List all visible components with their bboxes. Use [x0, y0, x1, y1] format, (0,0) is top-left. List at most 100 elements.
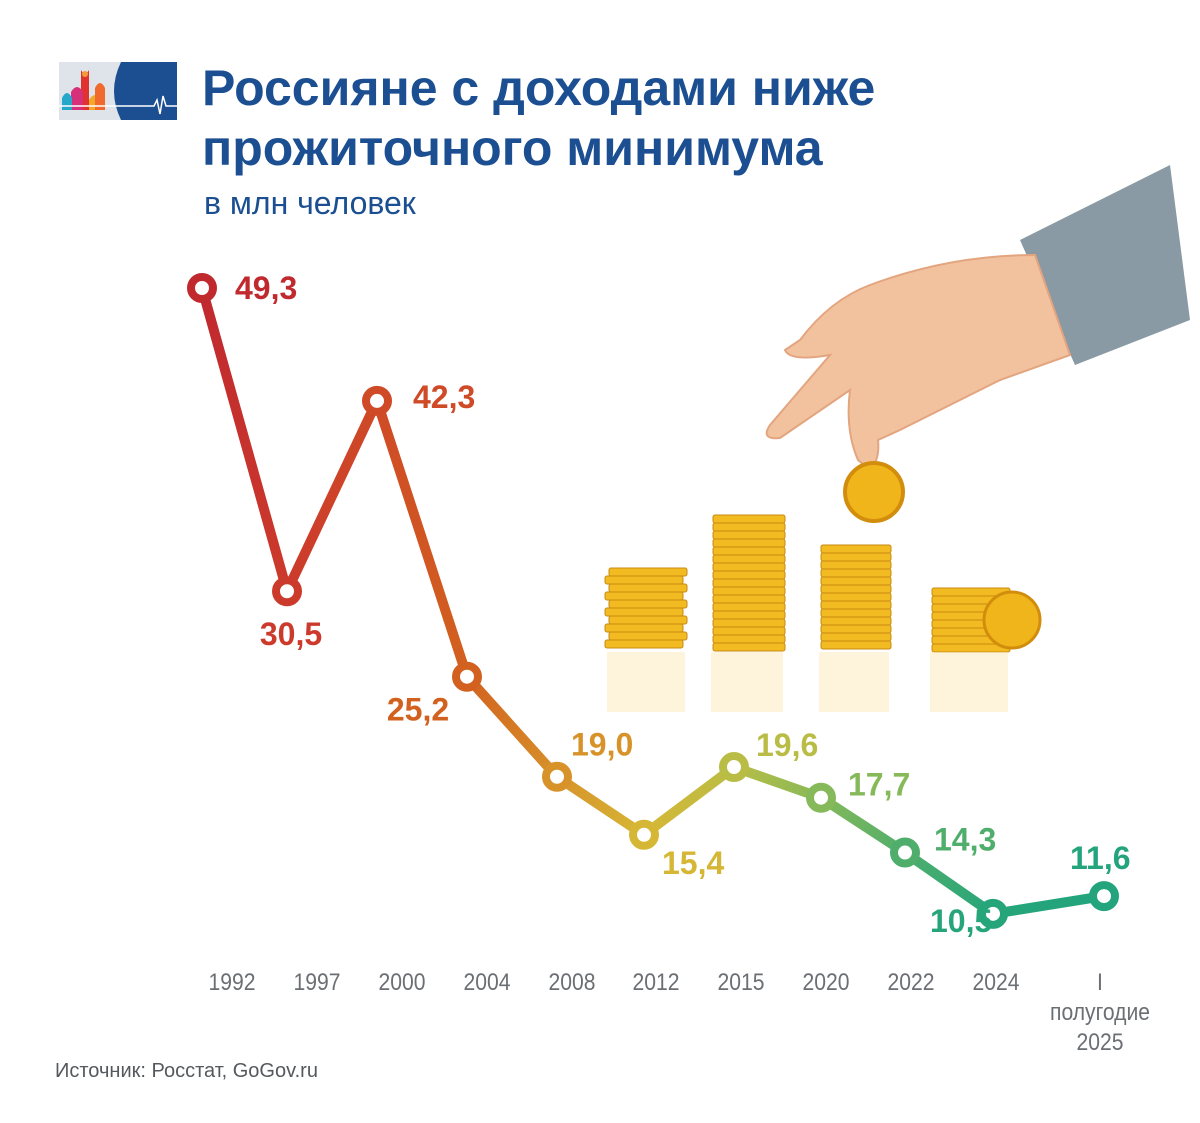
coin [608, 615, 688, 625]
coin [712, 618, 786, 628]
coin [712, 578, 786, 588]
x-tick-label-line: 2022 [887, 969, 935, 996]
coin [608, 599, 688, 609]
data-label: 11,6 [1070, 840, 1131, 876]
data-label: 49,3 [235, 270, 297, 306]
coin [712, 538, 786, 548]
coin [604, 575, 684, 585]
data-point [452, 661, 482, 692]
coin [820, 544, 892, 554]
series-segment [988, 891, 1109, 919]
x-tick-label: 2012 [603, 968, 709, 998]
coin-reflection [819, 652, 889, 712]
x-tick-label: 2020 [773, 968, 879, 998]
x-tick-label-line: 2004 [463, 969, 511, 996]
data-point [806, 782, 836, 813]
source-note: Источник: Росстат, GoGov.ru [55, 1060, 318, 1082]
coin [608, 583, 688, 593]
coin [712, 610, 786, 620]
coin [604, 623, 684, 633]
series-segment [197, 283, 292, 597]
series-segment [282, 395, 382, 597]
coin [712, 522, 786, 532]
coin [820, 624, 892, 634]
data-label: 15,4 [662, 845, 724, 881]
data-point [542, 761, 572, 792]
coin [820, 568, 892, 578]
page-title: Россияне с доходами ниже прожиточного ми… [202, 58, 875, 178]
x-tick-label: 2015 [688, 968, 794, 998]
coin [712, 546, 786, 556]
coin [820, 632, 892, 642]
x-tick-label: 2022 [858, 968, 964, 998]
coin-reflection [607, 652, 685, 712]
data-label: 17,7 [848, 767, 910, 803]
data-point [978, 898, 1008, 929]
coin [843, 461, 905, 523]
data-label: 25,2 [387, 692, 449, 728]
coin [820, 608, 892, 618]
data-point [187, 273, 217, 303]
x-tick-label-line: 2015 [717, 969, 765, 996]
series-segment [900, 847, 998, 919]
data-label: 30,5 [260, 616, 322, 652]
coin-reflection [930, 652, 1008, 712]
coin-stacks [604, 514, 1042, 712]
coin [712, 602, 786, 612]
x-tick-label: 1992 [179, 968, 285, 998]
data-label: 14,3 [934, 822, 996, 858]
data-point [272, 576, 302, 607]
x-tick-label: 1997 [264, 968, 370, 998]
series-segment [462, 671, 562, 782]
x-tick-label-line: 1997 [293, 969, 341, 996]
data-point [890, 837, 920, 868]
x-tick-label: 2024 [943, 968, 1049, 998]
coin [712, 562, 786, 572]
coin [608, 631, 688, 641]
coin [604, 591, 684, 601]
coin [712, 586, 786, 596]
title-line-2: прожиточного минимума [202, 120, 823, 176]
data-point [362, 385, 392, 416]
coin [820, 600, 892, 610]
coin [712, 530, 786, 540]
illustration [604, 165, 1190, 712]
coin [608, 567, 688, 577]
coin [820, 584, 892, 594]
data-point [629, 819, 659, 850]
coin [982, 590, 1042, 650]
x-tick-label: 2004 [434, 968, 540, 998]
coin [604, 639, 684, 649]
x-tick-label-line: 2024 [972, 969, 1020, 996]
hand [765, 253, 1072, 472]
x-tick-label: 2008 [519, 968, 625, 998]
coin [604, 607, 684, 617]
subtitle: в млн человек [204, 185, 416, 221]
coin-reflection [711, 652, 783, 712]
coin [820, 576, 892, 586]
coin [820, 640, 892, 650]
coin [712, 634, 786, 644]
series-segment [552, 771, 649, 840]
data-label: 42,3 [413, 379, 475, 415]
x-tick-label-line: 2012 [632, 969, 680, 996]
data-label: 10,5 [930, 903, 992, 939]
x-tick-label-line: 2020 [802, 969, 850, 996]
coin [712, 514, 786, 524]
data-point [719, 752, 749, 783]
series-segment [729, 762, 826, 803]
coin [712, 642, 786, 652]
x-tick-label: I полугодие 2025 [1047, 968, 1153, 1058]
x-tick-label-line: 2025 [1076, 1029, 1124, 1056]
sleeve [1020, 165, 1190, 365]
data-point [1089, 881, 1119, 912]
title-line-1: Россияне с доходами ниже [202, 60, 876, 116]
series-segment [639, 762, 739, 840]
x-tick-label-line: I полугодие [1050, 969, 1150, 1026]
coin [712, 594, 786, 604]
logo [59, 62, 177, 120]
x-tick-label: 2000 [349, 968, 455, 998]
series-segment [816, 792, 910, 858]
coin [820, 616, 892, 626]
